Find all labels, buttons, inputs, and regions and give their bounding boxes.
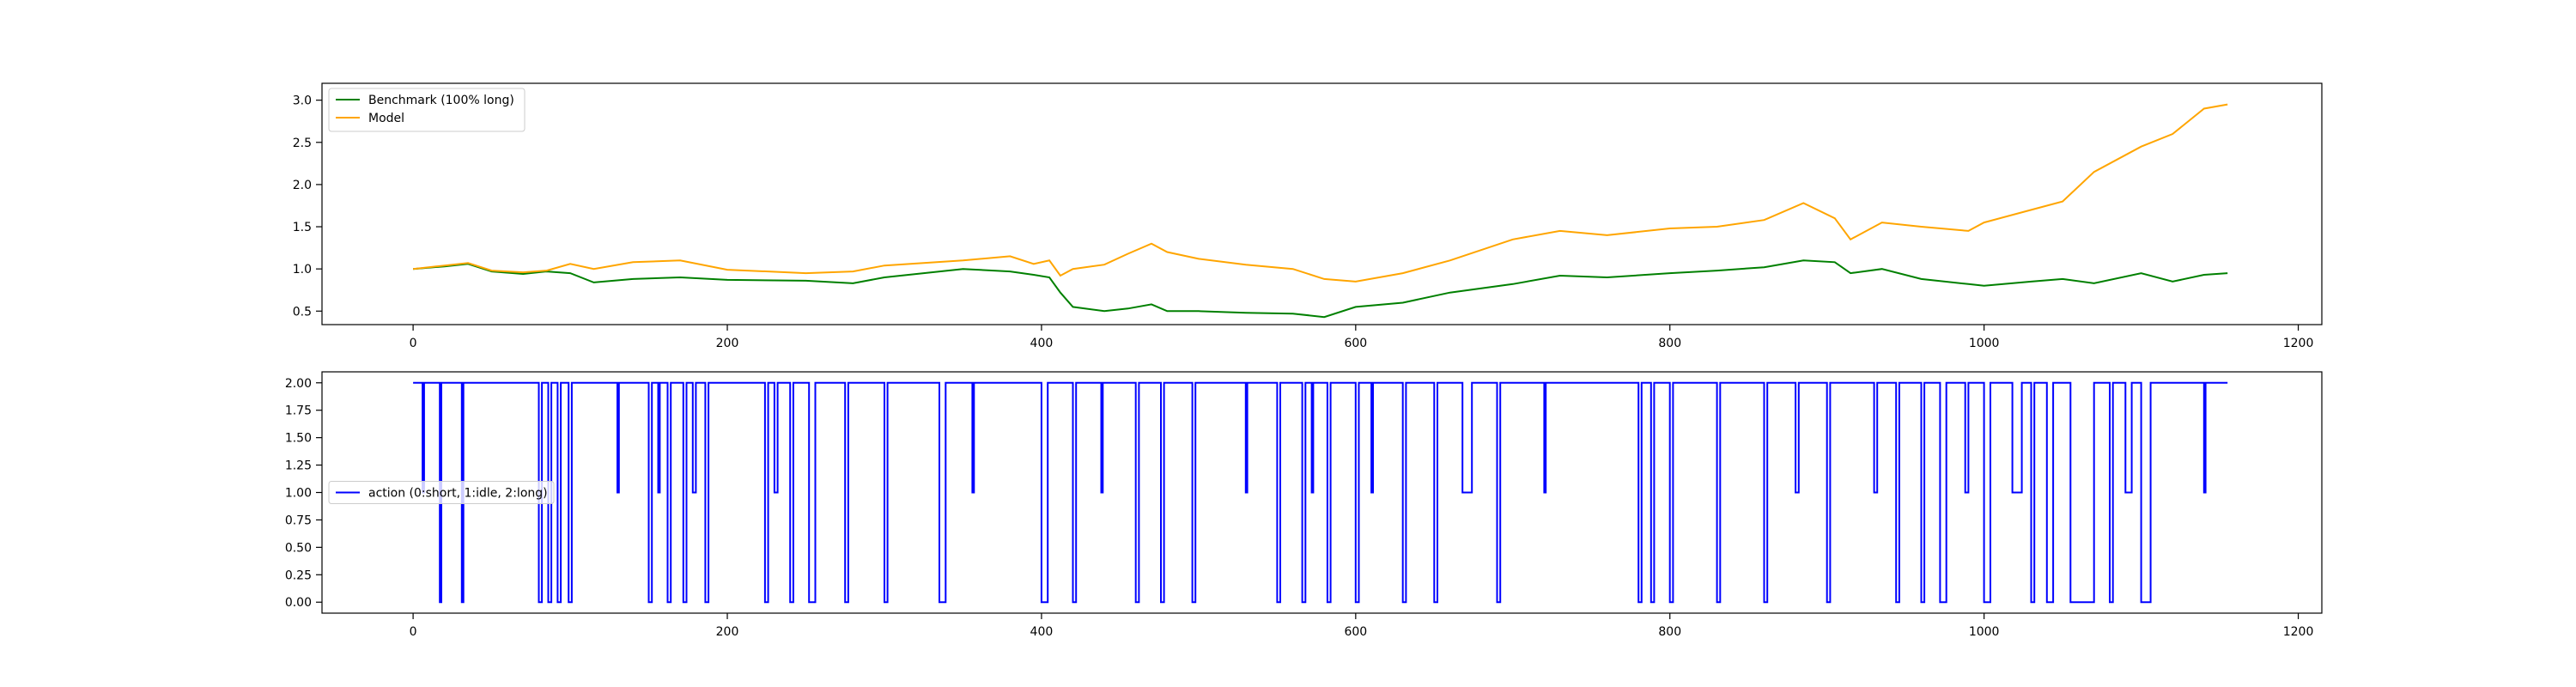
y-tick-label-1-2: 0.50 — [285, 541, 312, 555]
series-line-0-1 — [412, 103, 2228, 283]
y-tick-label-0-0: 0.5 — [293, 305, 312, 319]
x-tick-label-1-1: 200 — [716, 625, 739, 639]
y-tick-label-1-8: 2.00 — [285, 377, 312, 391]
y-tick-label-0-1: 1.0 — [293, 263, 312, 277]
y-tick-label-1-1: 0.25 — [285, 568, 312, 582]
x-tick-label-1-6: 1200 — [2283, 625, 2314, 639]
y-tick-label-1-4: 1.00 — [285, 487, 312, 501]
x-tick-label-0-6: 1200 — [2283, 337, 2314, 350]
x-tick-label-0-0: 0 — [410, 337, 417, 350]
legend-box-1 — [328, 481, 555, 504]
x-tick-label-0-3: 600 — [1344, 337, 1367, 350]
y-tick-label-0-5: 3.0 — [293, 94, 312, 108]
y-tick-label-1-5: 1.25 — [285, 459, 312, 473]
x-tick-label-1-2: 400 — [1030, 625, 1054, 639]
x-tick-label-0-5: 1000 — [1969, 337, 2000, 350]
x-tick-label-0-1: 200 — [716, 337, 739, 350]
x-tick-label-1-5: 1000 — [1969, 625, 2000, 639]
y-tick-label-1-7: 1.75 — [285, 404, 312, 418]
x-tick-label-1-4: 800 — [1658, 625, 1681, 639]
chart-portfolio-value: 0 200 400 600 800 1000 1200 0.5 1.0 1.5 2.0 2.5 3.0 B… — [293, 82, 2323, 350]
x-tick-label-0-2: 400 — [1030, 337, 1054, 350]
axes-frame-0 — [321, 82, 2323, 325]
x-tick-label-1-0: 0 — [410, 625, 417, 639]
y-tick-label-0-4: 2.5 — [293, 137, 312, 150]
series-line-0-0 — [413, 259, 2228, 319]
y-tick-label-1-3: 0.75 — [285, 514, 312, 527]
y-tick-label-0-3: 2.0 — [293, 179, 312, 192]
y-tick-label-0-2: 1.5 — [293, 221, 312, 234]
chart-actions: 0 200 400 600 800 1000 1200 0.00 0.25 0.50 0.75 1.0… — [285, 371, 2323, 639]
y-tick-label-1-6: 1.50 — [285, 432, 312, 446]
legend-label-0-0: Benchmark (100% long) — [368, 94, 514, 107]
x-tick-label-0-4: 800 — [1658, 337, 1681, 350]
legend-label-0-1: Model — [368, 112, 404, 125]
x-tick-label-1-3: 600 — [1344, 625, 1367, 639]
legend-box-0 — [328, 88, 526, 132]
y-tick-label-1-0: 0.00 — [285, 596, 312, 610]
legend-label-1-0: action (0:short, 1:idle, 2:long) — [368, 487, 548, 501]
series-line-1-0 — [413, 381, 2228, 604]
